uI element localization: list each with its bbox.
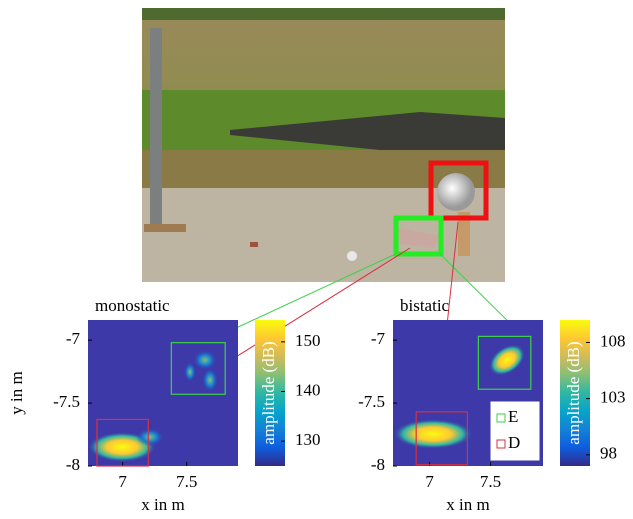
y-tick-label: -7 — [66, 329, 81, 348]
y-tick-label: -7.5 — [358, 392, 385, 411]
x-tick-label: 7 — [118, 472, 127, 491]
colorbar-tick-label: 103 — [600, 388, 626, 407]
x-tick-label: 7 — [425, 472, 434, 491]
y-axis-label: y in m — [7, 371, 26, 414]
legend-label: D — [508, 433, 520, 452]
y-tick-label: -7.5 — [53, 392, 80, 411]
colorbar-tick-label: 98 — [600, 444, 617, 463]
colorbar-tick-label: 130 — [295, 430, 321, 449]
colorbar-label: amplitude (dB) — [564, 341, 583, 444]
y-tick-label: -8 — [371, 455, 385, 474]
colorbar-tick-label: 140 — [295, 380, 321, 399]
legend-label: E — [508, 407, 518, 426]
y-tick-label: -8 — [66, 455, 80, 474]
colorbar-label: amplitude (dB) — [259, 341, 278, 444]
photo — [142, 8, 505, 282]
x-axis-label: x in m — [446, 495, 489, 514]
x-axis-label: x in m — [141, 495, 184, 514]
y-tick-label: -7 — [371, 329, 386, 348]
x-tick-label: 7.5 — [176, 472, 197, 491]
chart-title: monostatic — [95, 296, 170, 315]
colorbar-tick-label: 150 — [295, 331, 321, 350]
figure: monostatic 7 7.5 -8 -7.5 -7 x in m y in m 130 140… — [0, 0, 633, 519]
x-tick-label: 7.5 — [480, 472, 501, 491]
chart-title: bistatic — [400, 296, 450, 315]
colorbar-tick-label: 108 — [600, 331, 626, 350]
